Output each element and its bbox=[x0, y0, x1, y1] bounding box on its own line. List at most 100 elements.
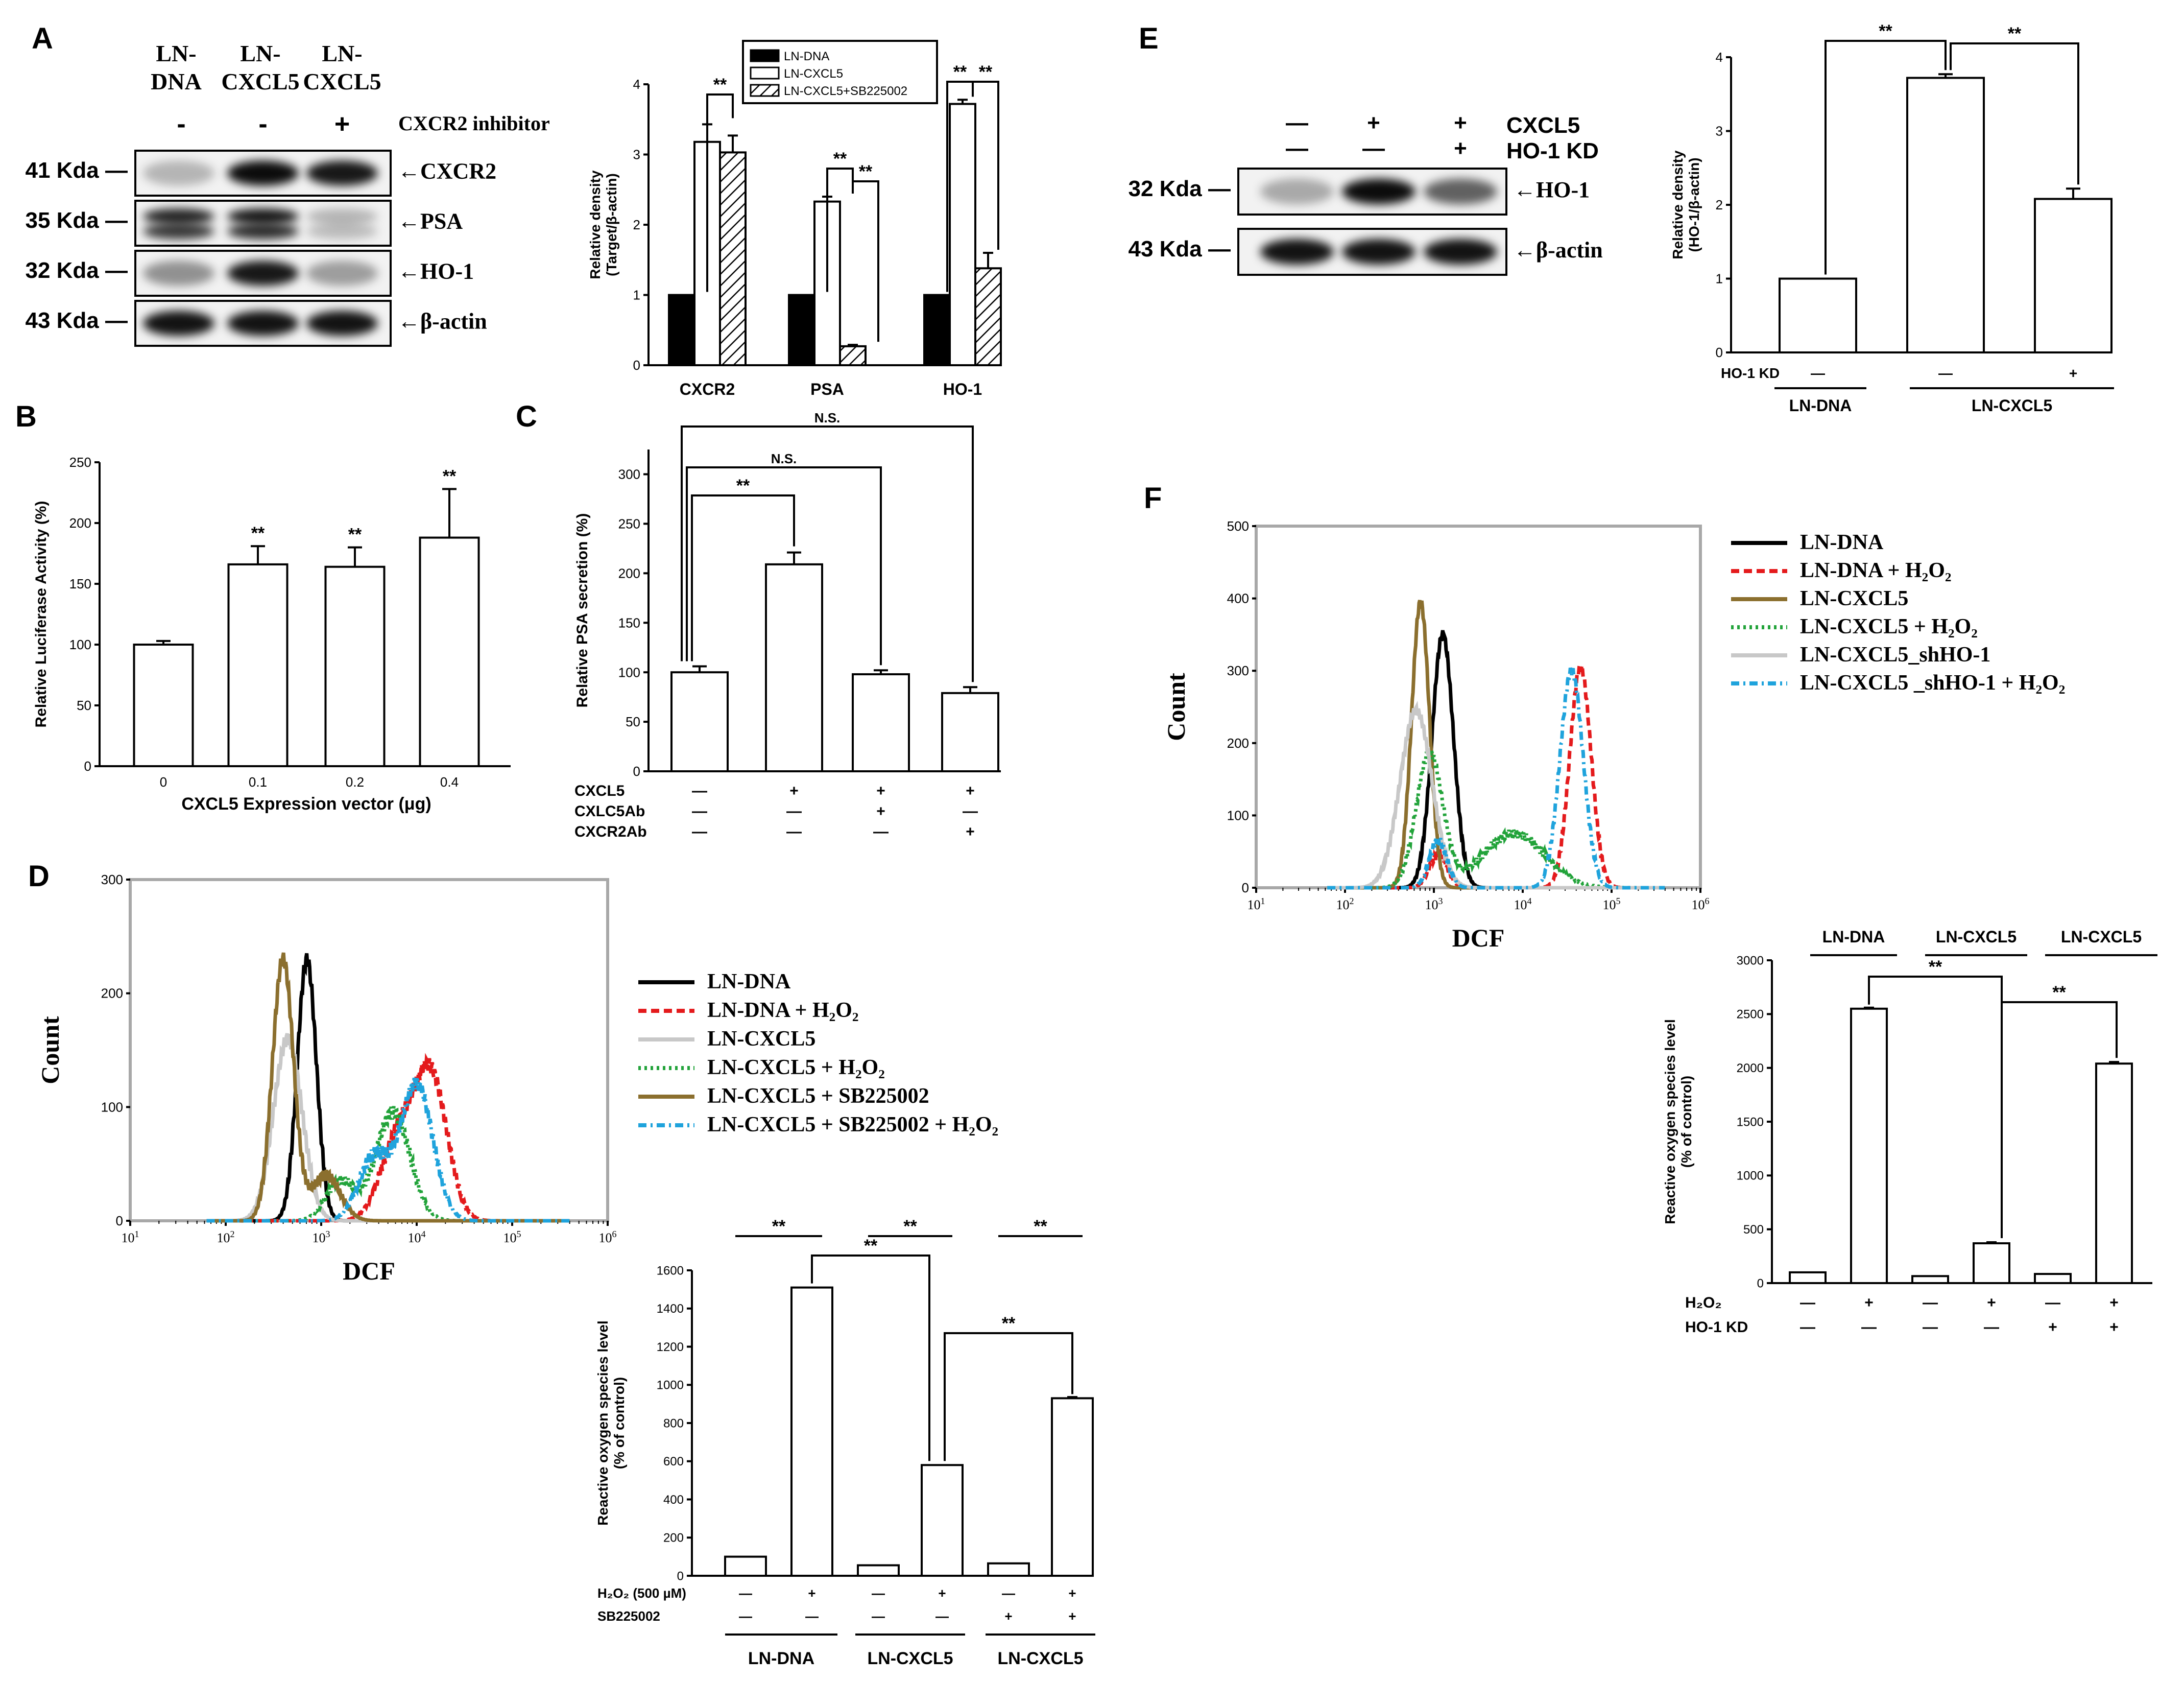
condition-sign: + bbox=[1068, 1585, 1076, 1601]
legend-swatch-hatch bbox=[750, 84, 780, 97]
condition-sign: — bbox=[1800, 1319, 1815, 1336]
y-tick-label: 1500 bbox=[1737, 1115, 1764, 1129]
legend-label: LN-DNA bbox=[1800, 531, 1884, 554]
condition-label: HO-1 KD bbox=[1721, 365, 1780, 381]
bar bbox=[2034, 1273, 2072, 1284]
condition-sign: — bbox=[872, 1585, 885, 1601]
e-row2-label: HO-1 KD bbox=[1506, 138, 1599, 163]
condition-sign: — bbox=[1811, 365, 1825, 381]
significance-label: ** bbox=[348, 525, 362, 544]
y-tick-label: 2000 bbox=[1737, 1061, 1764, 1075]
y-tick-label: 50 bbox=[77, 698, 91, 713]
bar bbox=[1779, 277, 1857, 353]
sign-e-ho1kd: — bbox=[1286, 136, 1308, 161]
y-tick-label: 100 bbox=[618, 665, 640, 680]
significance-bracket bbox=[691, 494, 795, 661]
bar bbox=[1911, 1275, 1949, 1284]
y-tick-label: 0 bbox=[1242, 880, 1249, 895]
blot-band bbox=[1342, 178, 1415, 205]
y-axis-label: Relative Luciferase Activity (%) bbox=[33, 501, 50, 727]
bar bbox=[790, 1286, 833, 1577]
blot-band bbox=[1424, 178, 1497, 205]
x-tick-label: 102 bbox=[217, 1229, 235, 1245]
significance-bracket bbox=[706, 93, 734, 292]
condition-label: CXLC5Ab bbox=[574, 803, 645, 820]
legend-label: LN-CXCL5 bbox=[707, 1027, 815, 1051]
y-tick-label: 1200 bbox=[657, 1340, 684, 1354]
bar bbox=[1906, 77, 1985, 353]
x-tick-label: 102 bbox=[1336, 896, 1354, 912]
blot-band bbox=[143, 261, 214, 286]
significance-label: ** bbox=[2052, 983, 2066, 1002]
y-tick-label: 150 bbox=[69, 576, 91, 591]
bar bbox=[133, 644, 194, 767]
lane-header-3: LN-CXCL5 bbox=[303, 40, 381, 94]
condition-sign: + bbox=[966, 783, 975, 799]
legend-label: LN-CXCL5 + SB225002 + H₂O₂ bbox=[707, 1113, 998, 1137]
bar bbox=[1850, 1007, 1888, 1285]
y-tick-label: 400 bbox=[1227, 591, 1249, 606]
y-axis-label: Relative density(HO-1/β-actin) bbox=[1670, 150, 1702, 259]
y-axis-label: Reactive oxygen species level(% of contr… bbox=[595, 1320, 627, 1526]
condition-sign: — bbox=[786, 823, 802, 840]
significance-label: ** bbox=[2008, 24, 2022, 43]
significance-bracket bbox=[1950, 42, 2079, 185]
bar bbox=[419, 536, 480, 768]
chart-d-ros: 0 200 400 600 800 1000 1200 1400 1600 Reactive ox… bbox=[595, 1217, 1095, 1668]
bar bbox=[765, 563, 823, 773]
condition-sign: + bbox=[2109, 1319, 2119, 1336]
blot-band bbox=[1260, 239, 1334, 265]
condition-sign: — bbox=[2045, 1294, 2060, 1311]
sign-e-ho1kd: + bbox=[1454, 136, 1467, 161]
sign-a-3: + bbox=[334, 109, 350, 139]
blot-band bbox=[1260, 178, 1334, 205]
y-tick-label: 100 bbox=[69, 637, 91, 652]
y-tick-label: 0 bbox=[84, 759, 91, 774]
lane-header-2: LN-CXCL5 bbox=[221, 40, 299, 94]
group-label: LN-CXCL5 bbox=[2061, 928, 2142, 946]
blot-band bbox=[227, 208, 299, 225]
x-tick-label: 0 bbox=[160, 774, 167, 790]
bar bbox=[324, 565, 386, 768]
condition-sign: + bbox=[2069, 365, 2077, 381]
blot-mw-label: 43 Kda — bbox=[25, 308, 128, 333]
flow-histogram-d: 0 100 200 300 101 102 103 104 105 106 DCF Count bbox=[36, 872, 617, 1285]
blot-band bbox=[143, 223, 214, 240]
legend-label: LN-CXCL5_shHO-1 bbox=[1800, 643, 1990, 667]
y-tick-label: 4 bbox=[633, 77, 640, 92]
panel-c-label: C bbox=[516, 400, 537, 433]
blot-mw-label: 35 Kda — bbox=[25, 208, 128, 233]
panel-e-label: E bbox=[1139, 22, 1159, 55]
condition-sign: — bbox=[1984, 1319, 1999, 1336]
sign-e-cxcl5: — bbox=[1286, 110, 1308, 135]
x-tick-label: 101 bbox=[122, 1229, 139, 1245]
chart-a-density: 0 1 2 3 4 Relative density(Target/β-actin) CXC… bbox=[587, 62, 1002, 398]
y-tick-label: 2500 bbox=[1737, 1008, 1764, 1022]
y-tick-label: 0 bbox=[1716, 345, 1723, 360]
histogram-series bbox=[206, 1076, 570, 1223]
blot-protein-label: ←HO-1 bbox=[398, 259, 474, 284]
blot-protein-label: ←PSA bbox=[398, 209, 463, 234]
blot-protein-label: ←β-actin bbox=[398, 309, 487, 334]
significance-label: ** bbox=[251, 524, 265, 543]
condition-sign: — bbox=[1002, 1585, 1015, 1601]
blot-band bbox=[227, 311, 299, 336]
blot-band bbox=[143, 311, 214, 336]
group-label: LN-CXCL5 bbox=[997, 1649, 1083, 1668]
bar bbox=[839, 345, 867, 366]
y-tick-label: 200 bbox=[1227, 736, 1249, 751]
condition-sign: — bbox=[1938, 365, 1953, 381]
bar bbox=[852, 673, 910, 772]
condition-sign: — bbox=[1800, 1294, 1815, 1311]
y-tick-label: 200 bbox=[101, 986, 123, 1001]
panel-d-label: D bbox=[28, 860, 50, 893]
blot-band bbox=[306, 223, 378, 240]
condition-sign: + bbox=[1068, 1608, 1076, 1624]
legend-a-2: LN-CXCL5 bbox=[784, 67, 843, 81]
y-axis-label: Relative PSA secretion (%) bbox=[574, 513, 591, 708]
y-tick-label: 200 bbox=[69, 515, 91, 531]
condition-sign: — bbox=[1923, 1319, 1938, 1336]
chart-e-density: 0 1 2 3 4 Relative density(HO-1/β-actin) ** ** H… bbox=[1670, 21, 2114, 415]
blot-band bbox=[227, 160, 299, 186]
x-tick-label: 0.1 bbox=[249, 774, 267, 790]
